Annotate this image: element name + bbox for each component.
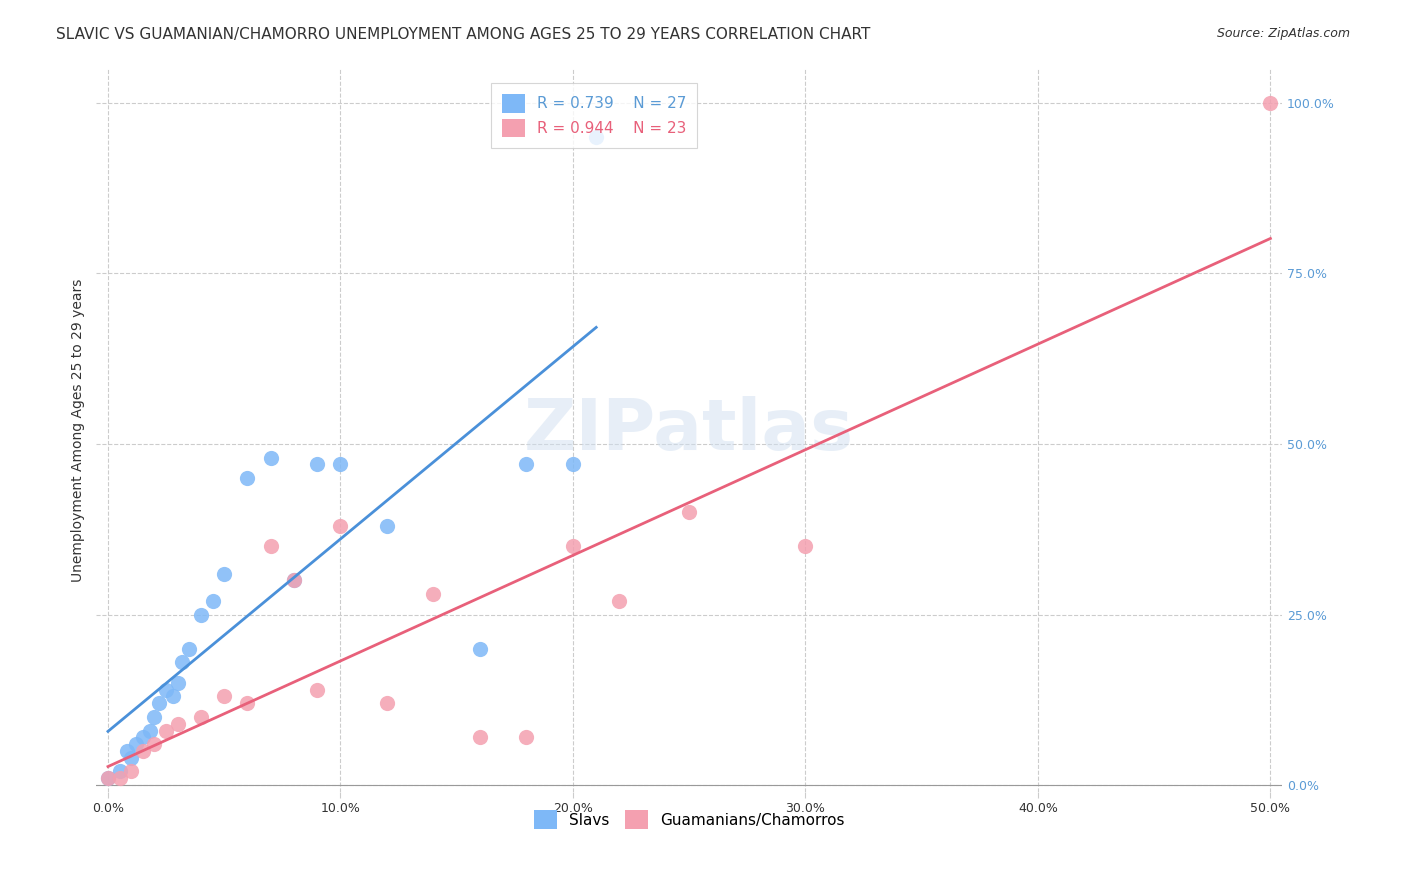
Point (609, 594, 631, 608)
Point (162, 690, 184, 704)
Point (375, 518, 398, 533)
Point (329, 458, 352, 472)
Point (515, 458, 537, 472)
Point (148, 696, 170, 710)
Point (283, 574, 305, 588)
Point (132, 744, 155, 758)
Point (794, 539, 817, 553)
Point (562, 539, 585, 553)
Point (155, 723, 177, 738)
Point (260, 539, 283, 553)
Point (1260, 95, 1282, 110)
Point (236, 696, 259, 710)
Point (190, 710, 212, 724)
Point (108, 772, 131, 786)
Point (132, 731, 155, 745)
Point (515, 731, 537, 745)
Text: ZIPatlas: ZIPatlas (524, 396, 855, 465)
Point (97, 772, 120, 786)
Point (166, 716, 188, 731)
Point (125, 737, 148, 751)
Point (307, 458, 329, 472)
Text: Source: ZipAtlas.com: Source: ZipAtlas.com (1216, 27, 1350, 40)
Point (166, 675, 188, 690)
Point (307, 682, 329, 697)
Point (585, 129, 607, 144)
Point (468, 731, 491, 745)
Point (283, 574, 305, 588)
Point (329, 518, 352, 533)
Point (155, 682, 177, 697)
Point (375, 696, 398, 710)
Point (143, 737, 166, 751)
Point (115, 744, 138, 758)
Point (468, 641, 491, 656)
Point (143, 710, 166, 724)
Point (562, 458, 585, 472)
Point (97, 772, 120, 786)
Point (201, 594, 224, 608)
Point (212, 690, 235, 704)
Point (120, 751, 142, 765)
Text: SLAVIC VS GUAMANIAN/CHAMORRO UNEMPLOYMENT AMONG AGES 25 TO 29 YEARS CORRELATION : SLAVIC VS GUAMANIAN/CHAMORRO UNEMPLOYMEN… (56, 27, 870, 42)
Point (260, 450, 283, 465)
Point (212, 566, 235, 581)
Point (190, 607, 212, 622)
Point (678, 505, 700, 519)
Point (139, 723, 162, 738)
Point (422, 587, 444, 601)
Y-axis label: Unemployment Among Ages 25 to 29 years: Unemployment Among Ages 25 to 29 years (72, 278, 86, 582)
Point (108, 764, 131, 779)
Point (179, 641, 201, 656)
Point (172, 655, 194, 669)
Point (120, 764, 142, 779)
Legend: Slavs, Guamanians/Chamorros: Slavs, Guamanians/Chamorros (527, 804, 851, 835)
Point (236, 471, 259, 485)
